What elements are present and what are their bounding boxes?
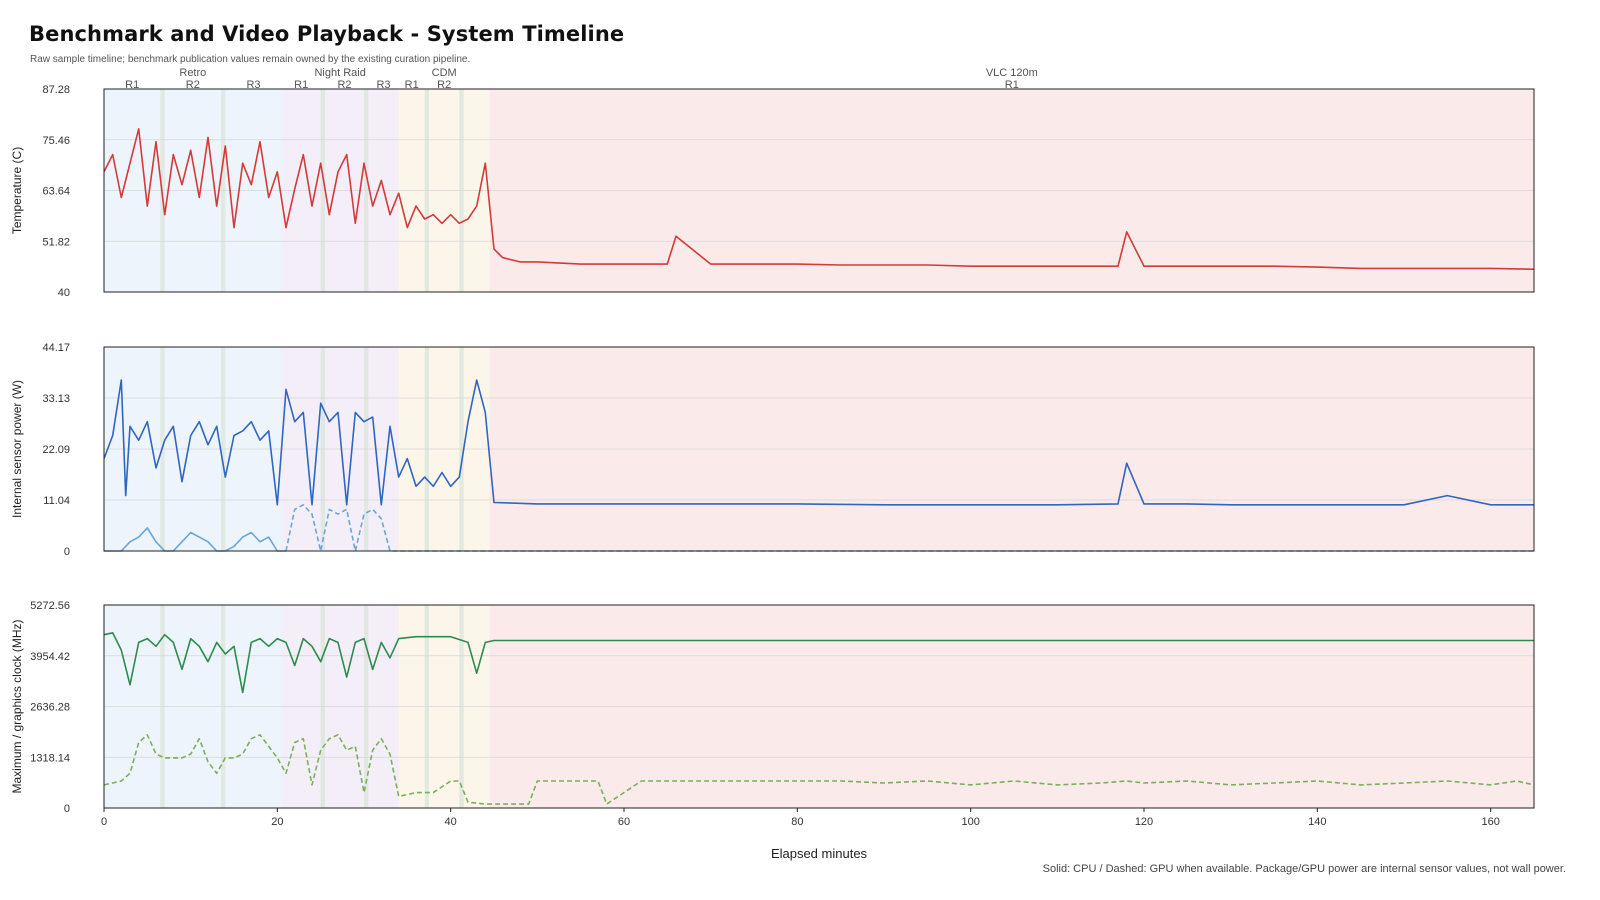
y-tick-label: 33.13 <box>42 393 70 405</box>
y-axis-label: Internal sensor power (W) <box>10 380 24 518</box>
y-tick-label: 22.09 <box>42 444 70 456</box>
x-axis-label: Elapsed minutes <box>771 846 868 861</box>
phase-label: Retro <box>179 67 206 79</box>
x-tick-label: 60 <box>618 816 630 828</box>
y-tick-label: 75.46 <box>42 135 70 147</box>
x-tick-label: 0 <box>101 816 107 828</box>
series-line <box>103 379 1534 506</box>
phase-label: VLC 120m <box>986 67 1038 79</box>
run-label: R3 <box>246 79 260 91</box>
series-line <box>103 128 1535 270</box>
run-label: R1 <box>294 79 308 91</box>
y-tick-label: 11.04 <box>43 495 70 507</box>
y-tick-label: 44.17 <box>42 342 70 354</box>
x-tick-label: 160 <box>1481 816 1499 828</box>
y-tick-label: 3954.42 <box>30 651 70 663</box>
y-tick-label: 5272.56 <box>30 600 70 612</box>
run-label: R2 <box>186 79 200 91</box>
y-tick-label: 63.64 <box>42 186 70 198</box>
y-tick-label: 40 <box>58 287 70 299</box>
x-tick-label: 120 <box>1135 816 1153 828</box>
gridlines <box>104 139 1534 758</box>
y-tick-label: 0 <box>64 803 70 815</box>
y-tick-label: 87.28 <box>42 84 70 96</box>
panel-frame <box>103 346 1535 552</box>
x-tick-label: 40 <box>445 816 457 828</box>
run-label: R1 <box>125 79 139 91</box>
run-label: R1 <box>405 79 419 91</box>
panel-frames <box>103 88 1535 812</box>
y-tick-label: 2636.28 <box>30 702 70 714</box>
y-tick-label: 0 <box>64 546 70 558</box>
run-label: R2 <box>337 79 351 91</box>
y-axis-label: Maximum / graphics clock (MHz) <box>10 619 24 793</box>
y-tick-label: 51.82 <box>42 236 70 248</box>
series-line <box>103 632 1534 694</box>
page-subtitle: Raw sample timeline; benchmark publicati… <box>30 54 471 65</box>
chart-footnote: Solid: CPU / Dashed: GPU when available.… <box>1042 863 1566 875</box>
x-tick-label: 100 <box>961 816 979 828</box>
run-label: R3 <box>376 79 390 91</box>
y-axis-label: Temperature (C) <box>10 147 24 234</box>
phase-label: CDM <box>432 67 457 79</box>
page-title: Benchmark and Video Playback - System Ti… <box>29 22 625 46</box>
run-label: R2 <box>437 79 451 91</box>
phase-bands <box>104 89 1535 808</box>
x-tick-label: 140 <box>1308 816 1326 828</box>
y-tick-label: 1318.14 <box>30 752 70 764</box>
x-tick-label: 80 <box>791 816 803 828</box>
series-line <box>103 734 1535 805</box>
panel-frame <box>103 88 1535 293</box>
phase-label: Night Raid <box>314 67 365 79</box>
x-tick-label: 20 <box>271 816 283 828</box>
panel-frame <box>103 604 1535 809</box>
axis-labels: 40 51.82 63.64 75.46 87.28 Temperature (C) 0 11… <box>10 67 1500 861</box>
series-line <box>104 527 286 552</box>
run-label: R1 <box>1005 79 1019 91</box>
